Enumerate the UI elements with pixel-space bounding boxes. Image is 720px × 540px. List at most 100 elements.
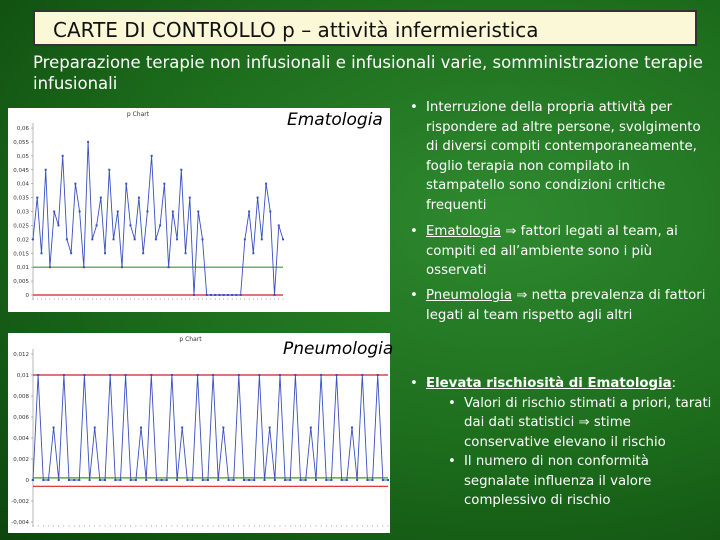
data-point [125, 182, 128, 185]
data-point [155, 479, 158, 481]
bullet-text: Interruzione della propria attività per … [426, 100, 701, 213]
data-line [32, 141, 284, 296]
y-tick-label: 0,06 [17, 126, 30, 132]
data-point [42, 479, 45, 481]
data-point [109, 374, 112, 376]
data-point [205, 294, 208, 296]
data-point [256, 196, 259, 199]
data-point [47, 479, 50, 481]
y-tick-label: 0,04 [17, 182, 30, 188]
data-point [124, 374, 127, 376]
data-point [176, 238, 179, 241]
bullet-term: Elevata rischiosità di Ematologia [426, 376, 672, 391]
y-tick-label: -0,002 [11, 499, 29, 505]
data-point [320, 374, 323, 376]
data-point [62, 374, 65, 376]
data-point [104, 479, 107, 481]
data-point [137, 196, 140, 199]
data-point [330, 479, 333, 481]
data-point [232, 479, 235, 481]
data-point [180, 168, 183, 171]
data-point [186, 479, 189, 481]
data-point [74, 182, 77, 185]
data-point [36, 196, 39, 199]
chart-small-title: p Chart [127, 111, 150, 118]
data-point [243, 238, 246, 241]
data-point [201, 238, 204, 241]
data-point [361, 374, 364, 376]
y-tick-label: 0,03 [17, 210, 30, 216]
data-point [150, 374, 153, 376]
data-point [268, 426, 271, 429]
y-tick-label: 0,004 [13, 436, 29, 442]
data-point [73, 479, 76, 481]
data-point [82, 266, 85, 269]
data-point [252, 252, 255, 255]
data-point [163, 182, 166, 185]
data-point [112, 238, 115, 241]
y-tick-label: -0,004 [11, 520, 29, 526]
bullet: • Ematologia ⇒ fattori legati al team, ai… [410, 224, 678, 278]
data-point [65, 238, 68, 241]
data-point [212, 374, 215, 376]
data-point [381, 479, 384, 481]
data-point [325, 479, 328, 481]
y-tick-label: 0,01 [17, 373, 29, 379]
y-tick-label: 0,006 [13, 415, 29, 421]
data-point [299, 479, 302, 481]
data-point [371, 479, 374, 481]
bullet: • Elevata rischiosità di Ematologia: • Val… [410, 374, 715, 511]
data-point [273, 294, 276, 296]
data-point [237, 374, 240, 376]
data-point [218, 294, 221, 296]
data-point [366, 479, 369, 481]
data-point [376, 374, 379, 376]
data-point [214, 294, 217, 296]
data-point [57, 224, 60, 227]
y-tick-label: 0,01 [17, 265, 29, 271]
slide-subtitle: Preparazione terapie non infusionali e i… [33, 53, 703, 93]
data-point [170, 374, 173, 376]
data-point [258, 374, 261, 376]
data-point [265, 182, 268, 185]
data-point [184, 252, 187, 255]
data-point [119, 479, 122, 481]
data-point [201, 479, 204, 481]
data-point [88, 479, 91, 481]
bullet-term: Pneumologia [426, 288, 513, 303]
sub-bullet-text: Il numero di non conformità segnalate in… [464, 454, 652, 508]
data-point [356, 479, 359, 481]
data-point [83, 374, 86, 376]
y-tick-label: 0 [26, 478, 30, 484]
data-point [145, 479, 148, 481]
data-point [32, 238, 34, 241]
y-tick-label: 0,02 [17, 237, 29, 243]
y-tick-label: 0,045 [13, 168, 29, 174]
data-point [78, 210, 81, 213]
data-point [171, 210, 174, 213]
bullet: • Pneumologia ⇒ netta prevalenza di fatto… [410, 288, 706, 323]
sub-bullet-text: Valori di rischio stimati a priori, tara… [464, 395, 712, 450]
data-point [309, 426, 312, 429]
data-point [196, 374, 199, 376]
chart-label: Pneumologia [283, 339, 394, 359]
data-point [222, 294, 225, 296]
data-point [248, 210, 251, 213]
data-point [222, 426, 225, 429]
y-tick-label: 0,05 [17, 154, 30, 160]
data-point [206, 479, 209, 481]
data-point [120, 266, 123, 269]
data-point [61, 154, 64, 157]
data-point [159, 224, 162, 227]
data-point [134, 479, 137, 481]
data-point [129, 479, 132, 481]
data-point [129, 224, 132, 227]
y-tick-label: 0,002 [13, 457, 29, 463]
data-point [193, 294, 196, 296]
data-point [104, 252, 107, 255]
data-point [53, 210, 56, 213]
data-point [217, 479, 220, 481]
data-point [260, 238, 263, 241]
data-point [87, 140, 90, 143]
